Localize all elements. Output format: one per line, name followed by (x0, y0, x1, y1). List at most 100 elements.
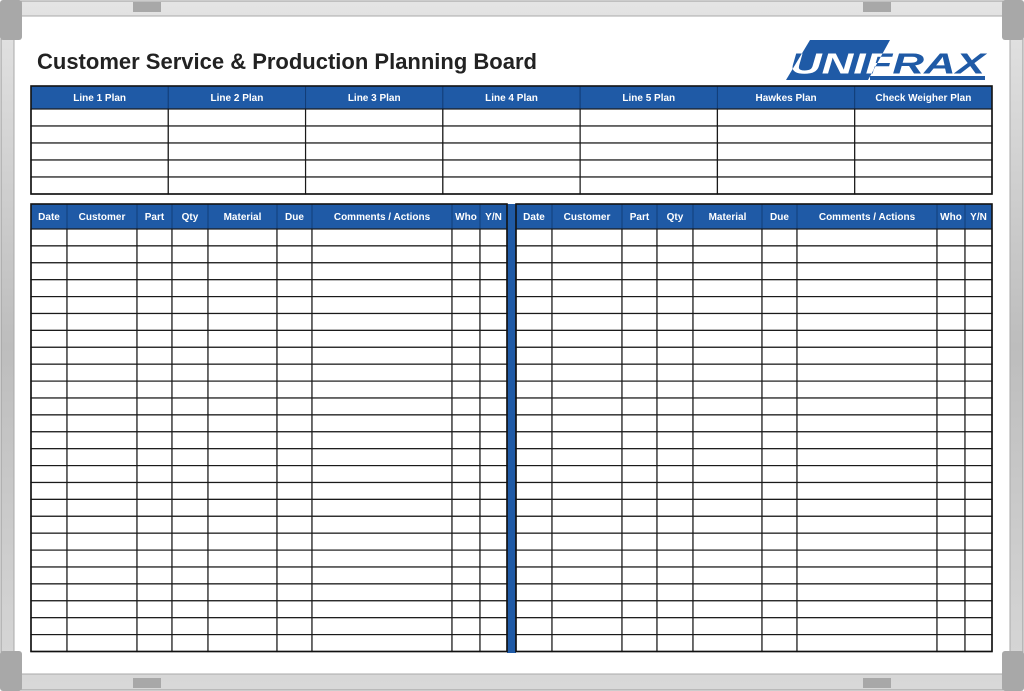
empty-cell (136, 532, 173, 551)
empty-cell (66, 600, 138, 619)
empty-cell (479, 312, 508, 331)
empty-cell (964, 380, 993, 399)
empty-cell (964, 296, 993, 315)
empty-cell (656, 431, 694, 450)
empty-cell (30, 176, 169, 195)
empty-cell (30, 481, 68, 500)
empty-cell (964, 414, 993, 433)
empty-cell (451, 380, 481, 399)
empty-cell (136, 296, 173, 315)
empty-cell (621, 380, 658, 399)
empty-cell (207, 329, 278, 348)
empty-cell (451, 600, 481, 619)
empty-cell (136, 228, 173, 247)
empty-cell (515, 566, 553, 585)
empty-cell (579, 108, 719, 127)
empty-cell (451, 566, 481, 585)
empty-cell (936, 279, 966, 298)
empty-cell (207, 481, 278, 500)
empty-cell (515, 515, 553, 534)
empty-cell (854, 176, 993, 195)
column-header: Qty (182, 212, 199, 223)
empty-cell (692, 312, 763, 331)
empty-cell (311, 549, 453, 568)
empty-cell (515, 397, 553, 416)
empty-cell (66, 228, 138, 247)
empty-cell (656, 498, 694, 517)
empty-cell (171, 296, 209, 315)
empty-cell (276, 363, 313, 382)
empty-cell (171, 245, 209, 264)
empty-cell (656, 465, 694, 484)
empty-cell (66, 633, 138, 653)
empty-cell (692, 414, 763, 433)
empty-cell (854, 125, 993, 144)
empty-cell (136, 245, 173, 264)
empty-cell (964, 532, 993, 551)
empty-cell (207, 448, 278, 467)
empty-cell (656, 228, 694, 247)
empty-cell (656, 566, 694, 585)
empty-cell (207, 515, 278, 534)
empty-cell (692, 566, 763, 585)
empty-cell (479, 549, 508, 568)
empty-cell (276, 414, 313, 433)
empty-cell (311, 228, 453, 247)
empty-cell (551, 431, 623, 450)
empty-cell (30, 397, 68, 416)
empty-cell (66, 380, 138, 399)
empty-cell (964, 549, 993, 568)
empty-cell (551, 532, 623, 551)
empty-cell (276, 465, 313, 484)
empty-cell (796, 431, 938, 450)
empty-cell (796, 600, 938, 619)
empty-cell (30, 566, 68, 585)
empty-cell (656, 296, 694, 315)
column-header: Date (523, 212, 545, 223)
empty-cell (66, 498, 138, 517)
empty-cell (167, 108, 307, 127)
empty-cell (692, 262, 763, 281)
empty-cell (964, 397, 993, 416)
empty-cell (761, 600, 798, 619)
empty-cell (276, 448, 313, 467)
empty-cell (551, 566, 623, 585)
empty-cell (692, 583, 763, 602)
empty-cell (656, 279, 694, 298)
empty-cell (451, 431, 481, 450)
empty-cell (451, 245, 481, 264)
empty-cell (964, 312, 993, 331)
empty-cell (30, 296, 68, 315)
column-header: Line 4 Plan (485, 93, 538, 104)
empty-cell (579, 142, 719, 161)
empty-cell (964, 566, 993, 585)
empty-cell (66, 481, 138, 500)
empty-cell (964, 583, 993, 602)
empty-cell (136, 312, 173, 331)
empty-cell (796, 498, 938, 517)
empty-cell (207, 532, 278, 551)
empty-cell (311, 583, 453, 602)
empty-cell (171, 566, 209, 585)
empty-cell (656, 346, 694, 365)
empty-cell (964, 498, 993, 517)
empty-cell (964, 329, 993, 348)
empty-cell (276, 346, 313, 365)
empty-cell (30, 329, 68, 348)
empty-cell (311, 566, 453, 585)
empty-cell (451, 414, 481, 433)
empty-cell (621, 414, 658, 433)
column-header: Comments / Actions (334, 212, 431, 223)
empty-cell (311, 397, 453, 416)
empty-cell (136, 431, 173, 450)
empty-cell (692, 296, 763, 315)
empty-cell (66, 515, 138, 534)
empty-cell (311, 346, 453, 365)
empty-cell (207, 245, 278, 264)
empty-cell (30, 532, 68, 551)
empty-cell (207, 465, 278, 484)
empty-cell (451, 498, 481, 517)
empty-cell (304, 176, 444, 195)
empty-cell (936, 583, 966, 602)
empty-cell (936, 346, 966, 365)
